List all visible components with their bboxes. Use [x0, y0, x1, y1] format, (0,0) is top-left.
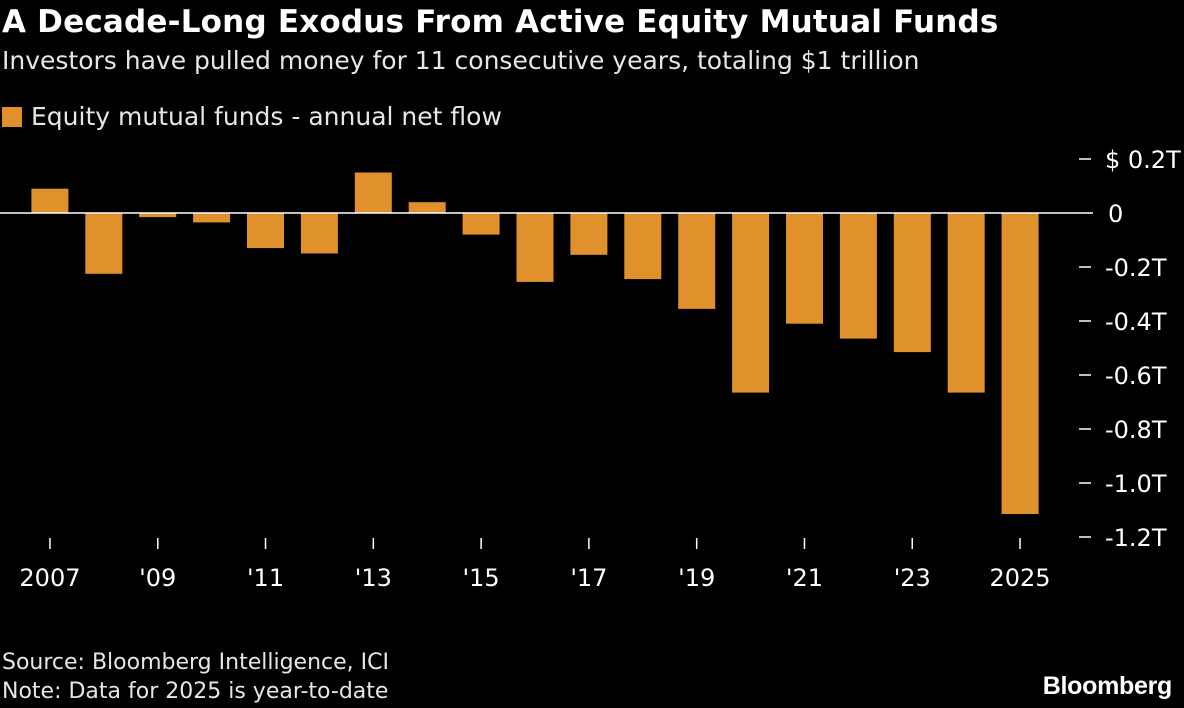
bar-2007 [31, 188, 69, 213]
x-tick-label: '13 [355, 564, 392, 592]
legend-swatch [2, 106, 22, 127]
y-tick-label: -0.6T [1105, 362, 1167, 390]
x-tick-label: '15 [463, 564, 500, 592]
bar-2017 [570, 213, 608, 255]
x-tick-label: 2025 [990, 564, 1051, 592]
bloomberg-logo: Bloomberg [1042, 672, 1173, 700]
bar-2018 [624, 213, 662, 280]
bars-group [31, 172, 1039, 514]
x-tick-label: '19 [678, 564, 715, 592]
x-tick-label: 2007 [19, 564, 80, 592]
bar-2019 [678, 213, 716, 309]
y-tick-label: -1.2T [1105, 524, 1167, 552]
y-tick-label: -0.2T [1105, 254, 1167, 282]
x-tick-label: '17 [570, 564, 607, 592]
bar-2020 [732, 213, 770, 393]
data-note: Note: Data for 2025 is year-to-date [2, 679, 389, 704]
bar-2015 [462, 213, 500, 235]
y-tick-label: 0 [1108, 200, 1123, 228]
chart-title: A Decade-Long Exodus From Active Equity … [2, 4, 999, 40]
x-tick-label: '09 [139, 564, 176, 592]
x-axis: 2007 '09 '11 '13 '15 '17 '19 '21 '23 2025 [19, 538, 1051, 592]
bar-2024 [947, 213, 985, 393]
source-note: Source: Bloomberg Intelligence, ICI [2, 650, 389, 675]
y-tick-label: -0.8T [1105, 416, 1167, 444]
footer: Source: Bloomberg Intelligence, ICI Note… [2, 648, 389, 706]
bar-2011 [247, 213, 284, 249]
bar-2023 [893, 213, 931, 353]
bar-2025 [1001, 213, 1039, 514]
x-tick-label: '23 [894, 564, 931, 592]
bar-2008 [85, 213, 123, 274]
bar-2016 [516, 213, 554, 282]
y-axis: $ 0.2T 0 -0.2T -0.4T -0.6T -0.8T -1.0T -1.2T [1079, 146, 1181, 552]
x-tick-label: '11 [247, 564, 284, 592]
y-tick-label: -0.4T [1105, 308, 1167, 336]
y-tick-label: -1.0T [1105, 470, 1167, 498]
bar-2009 [139, 213, 177, 218]
bar-2022 [839, 213, 877, 339]
bar-2021 [786, 213, 823, 324]
x-tick-label: '21 [786, 564, 823, 592]
legend-label: Equity mutual funds - annual net flow [31, 102, 502, 131]
bar-2013 [354, 172, 392, 213]
chart-subtitle: Investors have pulled money for 11 conse… [2, 46, 920, 75]
y-tick-label: $ 0.2T [1105, 146, 1181, 174]
bar-2012 [300, 213, 338, 254]
legend: Equity mutual funds - annual net flow [2, 102, 502, 131]
bar-2014 [408, 202, 446, 213]
bar-2010 [193, 213, 231, 223]
